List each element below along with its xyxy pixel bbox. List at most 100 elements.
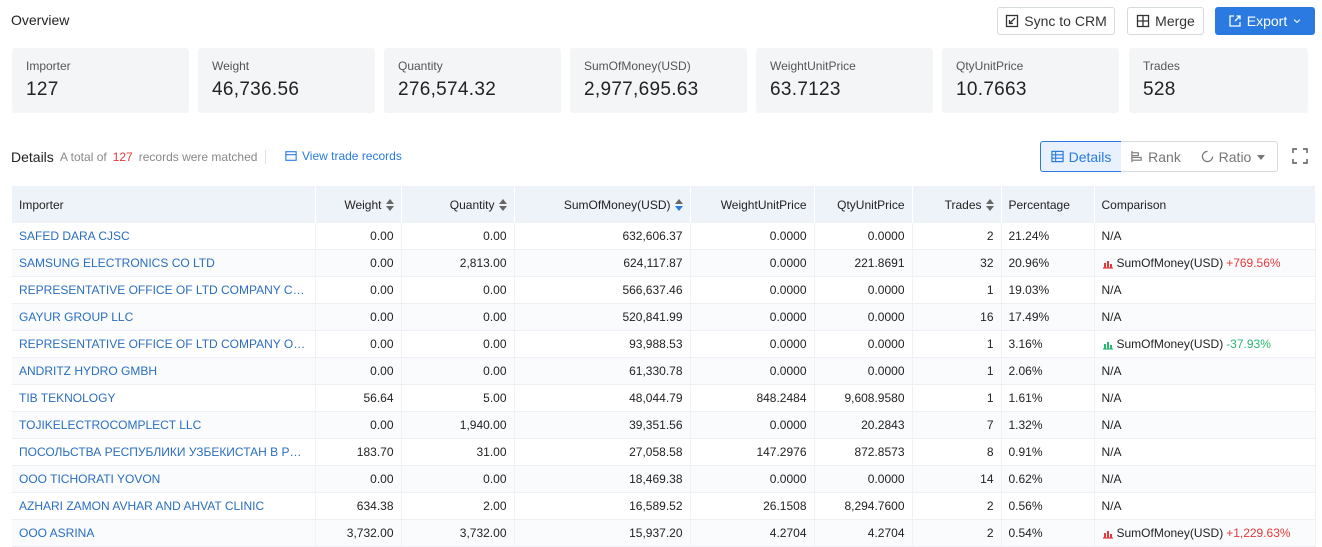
card-label: Importer — [26, 59, 71, 73]
comparison-change: +769.56% — [1226, 256, 1281, 270]
cell-trades: 1 — [912, 384, 1002, 412]
sort-icon[interactable] — [985, 199, 994, 212]
tab-rank[interactable]: Rank — [1121, 141, 1191, 172]
sort-icon[interactable] — [498, 199, 507, 212]
details-toolbar: Details A total of 127 records were matche… — [0, 140, 1322, 174]
merge-label: Merge — [1155, 13, 1195, 29]
importer-link[interactable]: REPRESENTATIVE OFFICE OF LTD COMPANY OF … — [12, 330, 316, 358]
cell-comparison: N/A — [1094, 438, 1316, 466]
grid-icon — [1050, 150, 1064, 163]
importer-link[interactable]: TOJIKELECTROCOMPLECT LLC — [12, 411, 316, 439]
cell-sum-of-money: 93,988.53 — [514, 330, 691, 358]
cell-weight: 3,732.00 — [315, 519, 402, 547]
caret-down-icon — [1257, 154, 1266, 160]
card-weight: Weight 46,736.56 — [198, 48, 375, 113]
cell-trades: 2 — [912, 223, 1002, 250]
cell-qty-unit-price: 4.2704 — [814, 519, 913, 547]
table-header: Importer Weight Quantity SumOfMoney(USD)… — [12, 186, 1316, 223]
cell-percentage: 0.56% — [1001, 492, 1095, 520]
export-button[interactable]: Export — [1215, 7, 1315, 35]
cell-comparison: N/A — [1094, 223, 1316, 250]
cell-percentage: 21.24% — [1001, 223, 1095, 250]
col-header-comparison: Comparison — [1094, 186, 1316, 223]
cell-sum-of-money: 61,330.78 — [514, 357, 691, 385]
importer-link[interactable]: TIB TEKNOLOGY — [12, 384, 316, 412]
cell-sum-of-money: 48,044.79 — [514, 384, 691, 412]
cell-trades: 14 — [912, 465, 1002, 493]
card-weight-unit-price: WeightUnitPrice 63.7123 — [756, 48, 933, 113]
importer-link[interactable]: SAMSUNG ELECTRONICS CO LTD — [12, 249, 316, 277]
tab-details[interactable]: Details — [1040, 141, 1122, 172]
merge-button[interactable]: Merge — [1127, 7, 1204, 35]
cell-qty-unit-price: 0.0000 — [814, 357, 913, 385]
trend-chart-icon — [1102, 260, 1113, 269]
cell-weight: 0.00 — [315, 411, 402, 439]
cell-qty-unit-price: 0.0000 — [814, 223, 913, 250]
col-header-importer: Importer — [12, 186, 316, 223]
col-header-sum-of-money[interactable]: SumOfMoney(USD) — [514, 186, 691, 223]
importer-link[interactable]: REPRESENTATIVE OFFICE OF LTD COMPANY COR… — [12, 276, 316, 304]
trend-chart-icon — [1102, 341, 1113, 350]
cell-weight-unit-price: 0.0000 — [690, 357, 815, 385]
cell-weight-unit-price: 26.1508 — [690, 492, 815, 520]
importer-link[interactable]: ПОСОЛЬСТВА РЕСПУБЛИКИ УЗБЕКИСТАН В РЕСПУ… — [12, 438, 316, 466]
cell-quantity: 0.00 — [401, 303, 515, 331]
tab-ratio[interactable]: Ratio — [1190, 141, 1278, 172]
cell-weight-unit-price: 0.0000 — [690, 411, 815, 439]
page-title: Overview — [11, 12, 70, 28]
importer-link[interactable]: ANDRITZ HYDRO GMBH — [12, 357, 316, 385]
cell-percentage: 20.96% — [1001, 249, 1095, 277]
col-header-trades[interactable]: Trades — [912, 186, 1002, 223]
sort-icon[interactable] — [385, 199, 394, 212]
card-label: Trades — [1143, 59, 1180, 73]
card-label: Quantity — [398, 59, 443, 73]
table-row: TOJIKELECTROCOMPLECT LLC 0.00 1,940.00 39,3… — [12, 411, 1316, 439]
cell-weight: 56.64 — [315, 384, 402, 412]
importer-link[interactable]: GAYUR GROUP LLC — [12, 303, 316, 331]
sort-icon[interactable] — [674, 199, 683, 212]
card-label: Weight — [212, 59, 250, 73]
col-header-qty-unit-price: QtyUnitPrice — [814, 186, 913, 223]
cell-sum-of-money: 520,841.99 — [514, 303, 691, 331]
cell-sum-of-money: 566,637.46 — [514, 276, 691, 304]
cell-qty-unit-price: 872.8573 — [814, 438, 913, 466]
importer-link[interactable]: AZHARI ZAMON AVHAR AND AHVAT CLINIC — [12, 492, 316, 520]
card-qty-unit-price: QtyUnitPrice 10.7663 — [942, 48, 1119, 113]
card-value: 63.7123 — [770, 79, 841, 100]
cell-weight-unit-price: 0.0000 — [690, 276, 815, 304]
cell-trades: 32 — [912, 249, 1002, 277]
col-header-quantity[interactable]: Quantity — [401, 186, 515, 223]
cell-trades: 7 — [912, 411, 1002, 439]
ratio-icon — [1201, 150, 1213, 163]
importer-link[interactable]: SAFED DARA CJSC — [12, 223, 316, 250]
cell-comparison: SumOfMoney(USD) -37.93% — [1094, 330, 1316, 358]
card-label: WeightUnitPrice — [770, 59, 856, 73]
table-row: GAYUR GROUP LLC 0.00 0.00 520,841.99 0.0000 0… — [12, 303, 1316, 331]
cell-weight: 0.00 — [315, 223, 402, 250]
records-total: A total of 127 records were matched — [60, 150, 257, 164]
cell-comparison: SumOfMoney(USD) +1,229.63% — [1094, 519, 1316, 547]
trend-chart-icon — [1102, 530, 1113, 539]
cell-quantity: 0.00 — [401, 465, 515, 493]
cell-trades: 1 — [912, 357, 1002, 385]
view-trade-records-link[interactable]: View trade records — [285, 149, 402, 163]
cell-quantity: 2,813.00 — [401, 249, 515, 277]
fullscreen-icon[interactable] — [1292, 148, 1308, 164]
card-sum-of-money: SumOfMoney(USD) 2,977,695.63 — [570, 48, 747, 113]
importer-link[interactable]: OOO ASRINA — [12, 519, 316, 547]
export-icon — [1229, 15, 1241, 27]
col-header-weight[interactable]: Weight — [315, 186, 402, 223]
cell-quantity: 0.00 — [401, 276, 515, 304]
table-row: ANDRITZ HYDRO GMBH 0.00 0.00 61,330.78 0.000… — [12, 357, 1316, 385]
cell-comparison: N/A — [1094, 384, 1316, 412]
cell-trades: 1 — [912, 276, 1002, 304]
cell-quantity: 0.00 — [401, 357, 515, 385]
sync-to-crm-button[interactable]: Sync to CRM — [997, 7, 1115, 35]
chevron-down-icon — [1293, 19, 1301, 24]
cell-weight: 0.00 — [315, 249, 402, 277]
col-header-percentage: Percentage — [1001, 186, 1095, 223]
cell-qty-unit-price: 221.8691 — [814, 249, 913, 277]
cell-quantity: 2.00 — [401, 492, 515, 520]
cell-comparison: N/A — [1094, 411, 1316, 439]
importer-link[interactable]: OOO TICHORATI YOVON — [12, 465, 316, 493]
